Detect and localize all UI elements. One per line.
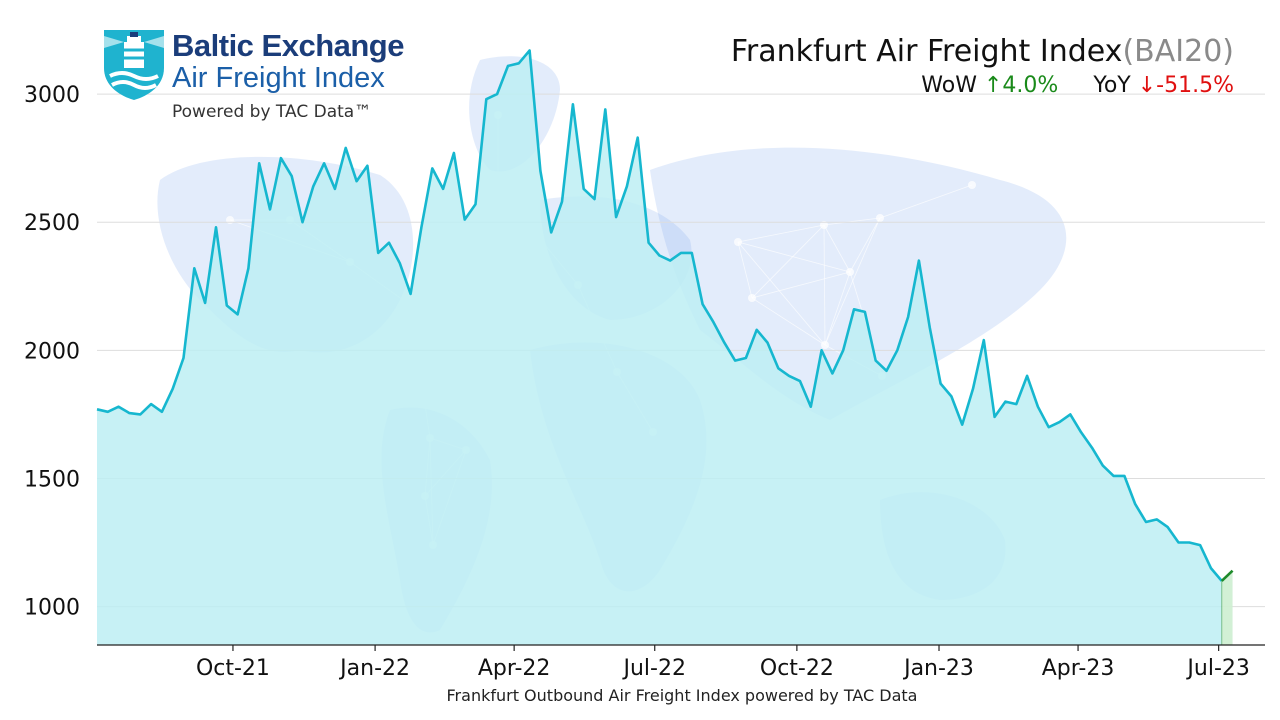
yoy-label: YoY xyxy=(1093,73,1131,98)
map-link xyxy=(751,271,851,299)
y-tick-label: 2000 xyxy=(24,339,80,364)
wow-value: 4.0% xyxy=(1002,73,1059,98)
map-link xyxy=(751,224,825,299)
chart-area-layer xyxy=(96,49,1234,645)
chart-title: Frankfurt Air Freight Index(BAI20) xyxy=(731,34,1234,69)
x-tick-label: Jul-23 xyxy=(1185,656,1249,681)
x-tick-label: Jan-22 xyxy=(338,656,410,681)
wow-up-arrow-icon: ↑ xyxy=(983,73,1003,98)
x-tick-label: Apr-23 xyxy=(1042,656,1115,681)
map-link xyxy=(823,217,881,226)
last-week-area xyxy=(1221,570,1233,645)
x-tick-label: Jan-23 xyxy=(902,656,974,681)
map-link xyxy=(824,271,851,346)
logo-powered-by: Powered by TAC Data™ xyxy=(172,102,372,122)
x-tick-label: Apr-22 xyxy=(478,656,551,681)
lighthouse-icon xyxy=(104,30,164,100)
last-week-line xyxy=(1220,569,1234,582)
map-node xyxy=(226,216,234,224)
map-node xyxy=(820,221,828,229)
x-tick-label: Oct-22 xyxy=(760,656,834,681)
map-link xyxy=(751,297,826,346)
map-link xyxy=(823,224,826,346)
map-node xyxy=(748,294,756,302)
baltic-exchange-logo: Baltic Exchange Air Freight Index Powere… xyxy=(100,26,430,130)
x-tick-label: Oct-21 xyxy=(196,656,270,681)
chart-title-block: Frankfurt Air Freight Index(BAI20) WoW ↑… xyxy=(731,34,1234,98)
chart-title-code: (BAI20) xyxy=(1122,34,1234,69)
map-link xyxy=(823,224,851,273)
map-link xyxy=(737,241,851,273)
x-axis-label: Frankfurt Outbound Air Freight Index pow… xyxy=(447,686,918,705)
change-stats: WoW ↑4.0% YoY ↓-51.5% xyxy=(731,73,1234,98)
map-link xyxy=(737,241,753,299)
logo-brand-name: Baltic Exchange xyxy=(172,28,404,63)
map-node xyxy=(846,268,854,276)
chart-axes: 1000 1500 2000 2500 3000 Oct-21 Jan-22 Apr-22 Ju… xyxy=(24,83,1265,681)
y-tick-label: 3000 xyxy=(24,83,80,108)
map-link xyxy=(737,224,825,243)
wow-label: WoW xyxy=(921,73,977,98)
map-node xyxy=(968,181,976,189)
chart-title-text: Frankfurt Air Freight Index xyxy=(730,34,1123,69)
map-link xyxy=(879,184,973,219)
map-node xyxy=(821,341,829,349)
map-node xyxy=(876,214,884,222)
map-link xyxy=(849,217,881,273)
logo-subtitle: Air Freight Index xyxy=(172,62,385,94)
map-node xyxy=(734,238,742,246)
yoy-down-arrow-icon: ↓ xyxy=(1137,73,1157,98)
index-line xyxy=(96,49,1223,582)
yoy-value: -51.5% xyxy=(1156,73,1234,98)
map-link xyxy=(824,217,881,346)
index-area-fill xyxy=(97,50,1222,645)
y-tick-label: 2500 xyxy=(24,211,80,236)
y-tick-label: 1000 xyxy=(24,596,80,621)
x-tick-label: Jul-22 xyxy=(621,656,685,681)
y-tick-label: 1500 xyxy=(24,467,80,492)
map-link xyxy=(737,241,826,346)
